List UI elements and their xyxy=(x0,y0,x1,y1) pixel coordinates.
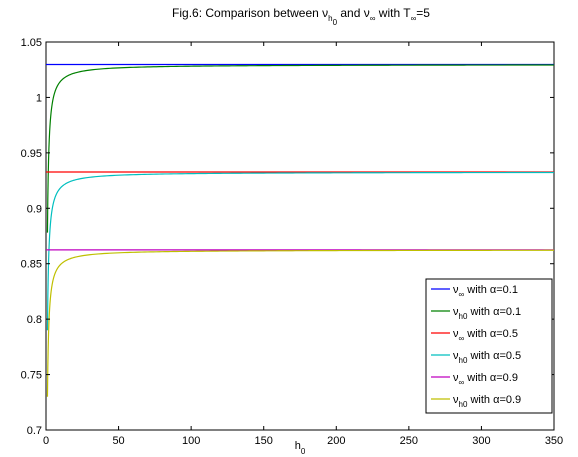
series-layer xyxy=(46,63,555,397)
series-line-2 xyxy=(46,64,555,233)
axis-ticks: 0 50 100 150 200 250 300 350 0.7 0.75 0.8 0.85 0.9 0.… xyxy=(21,37,564,447)
x-tick-label: 0 xyxy=(43,435,49,447)
x-tick-label: 200 xyxy=(327,435,345,447)
y-tick-label: 0.8 xyxy=(27,314,42,326)
series-line-4 xyxy=(46,171,554,331)
chart-title: Fig.6: Comparison between νh0 and ν∞ wit… xyxy=(172,6,430,27)
x-tick-label: 350 xyxy=(545,435,563,447)
legend-entry: ν∞ with α=0.9 xyxy=(453,372,518,387)
y-tick-label: 0.7 xyxy=(27,425,42,437)
y-tick-label: 0.95 xyxy=(21,148,42,160)
legend-entry: νh0 with α=0.5 xyxy=(453,350,521,365)
series-line-6 xyxy=(46,249,554,397)
x-tick-label: 150 xyxy=(255,435,273,447)
legend-entry: ν∞ with α=0.1 xyxy=(453,284,518,299)
y-tick-label: 0.9 xyxy=(27,203,42,215)
y-tick-label: 1 xyxy=(36,92,42,104)
legend-entry: νh0 with α=0.1 xyxy=(453,306,521,321)
y-tick-label: 1.05 xyxy=(21,37,42,49)
legend-entry: νh0 with α=0.9 xyxy=(453,394,521,409)
legend-entry: ν∞ with α=0.5 xyxy=(453,328,518,343)
legend-box xyxy=(425,278,553,414)
y-tick-label: 0.85 xyxy=(21,259,42,271)
x-tick-label: 250 xyxy=(400,435,418,447)
x-tick-label: 50 xyxy=(112,435,124,447)
x-tick-label: 100 xyxy=(182,435,200,447)
y-tick-label: 0.75 xyxy=(21,370,42,382)
x-axis-label: h0 xyxy=(295,440,306,456)
x-tick-label: 300 xyxy=(472,435,490,447)
legend: ν∞ with α=0.1 νh0 with α=0.1 ν∞ with α=0.5… xyxy=(425,278,553,414)
